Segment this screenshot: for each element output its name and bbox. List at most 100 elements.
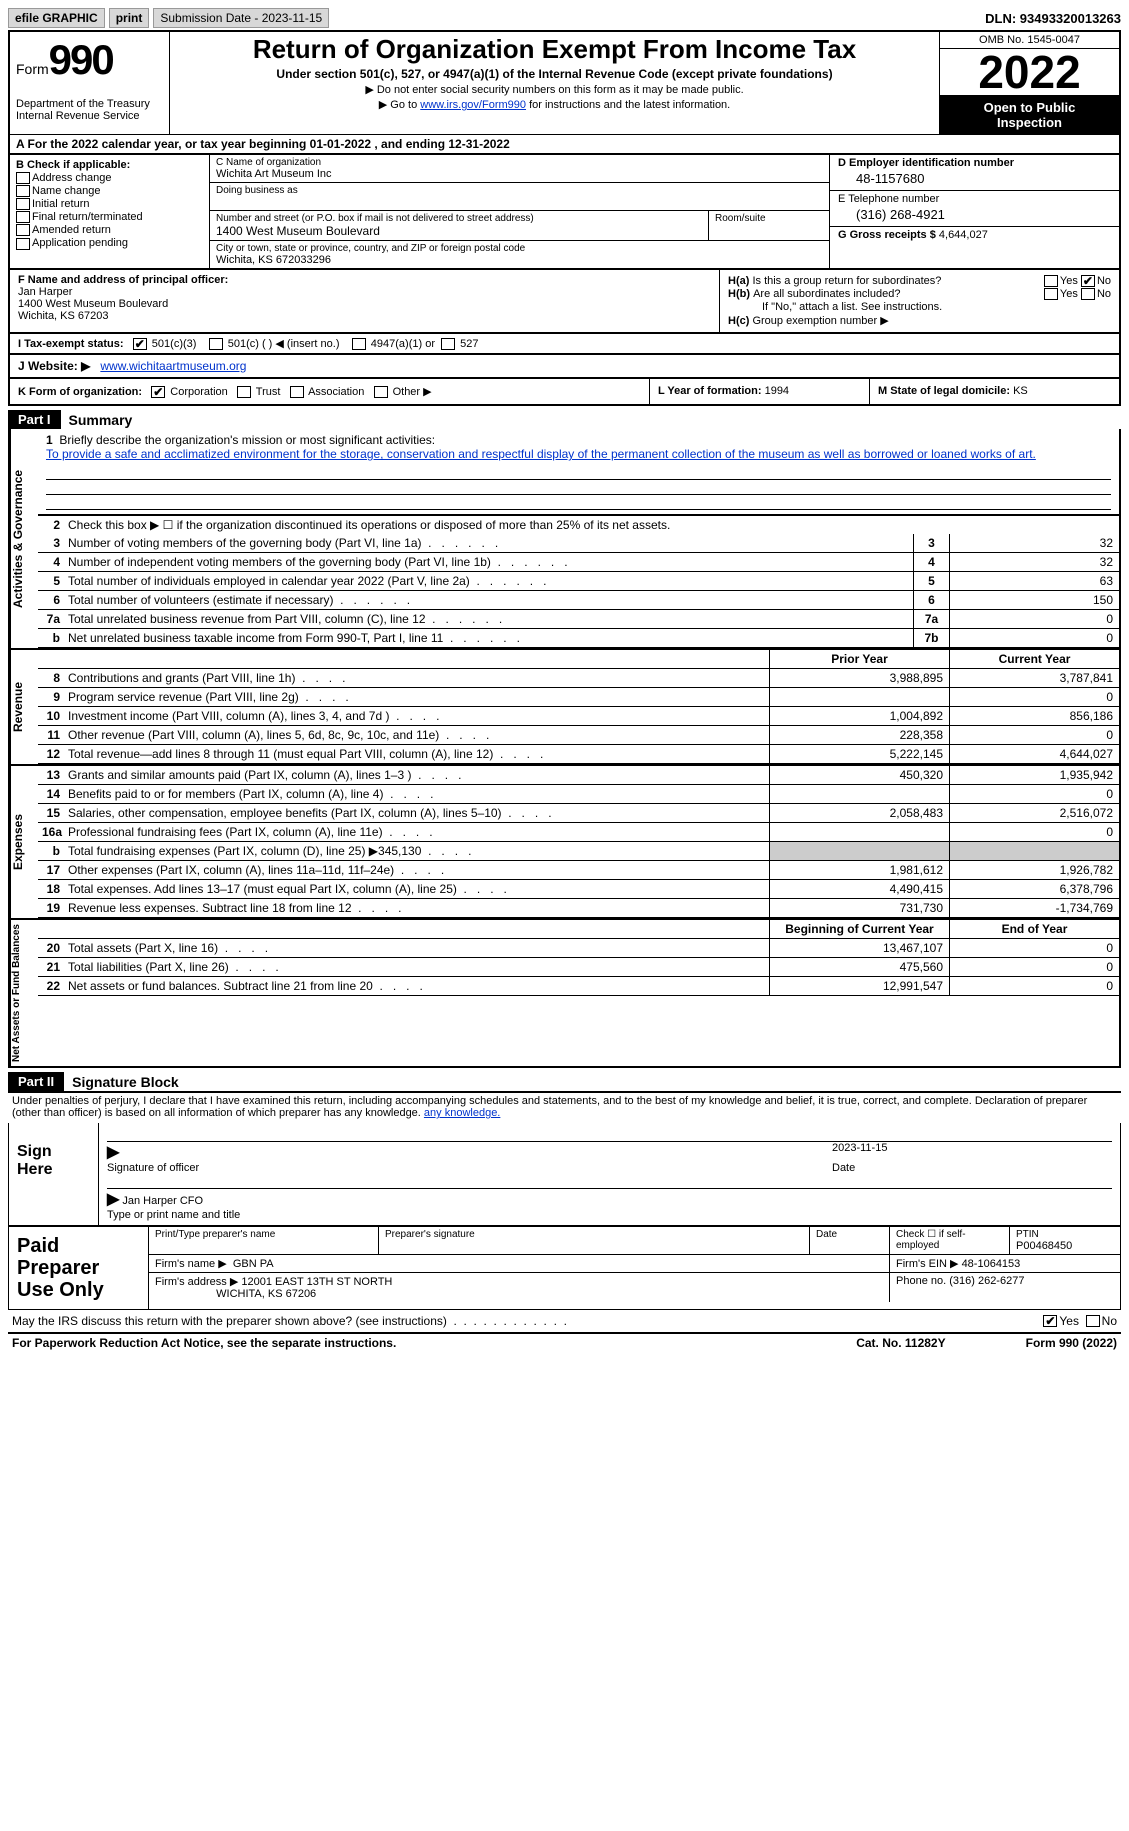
mission-box: 1 Briefly describe the organization's mi… [38, 429, 1119, 516]
row-i: I Tax-exempt status: 501(c)(3) 501(c) ( … [8, 332, 1121, 353]
k-assoc: Association [308, 386, 364, 398]
firm-addr1: 12001 EAST 13TH ST NORTH [241, 1276, 392, 1288]
efile-button[interactable]: efile GRAPHIC [8, 8, 105, 28]
checkbox-icon[interactable] [237, 386, 251, 398]
line-num: 14 [38, 785, 64, 803]
line-text: Total fundraising expenses (Part IX, col… [64, 842, 769, 860]
finance-line: 15 Salaries, other compensation, employe… [38, 804, 1119, 823]
checkbox-checked-icon[interactable] [1081, 275, 1095, 287]
checkbox-icon[interactable] [16, 185, 30, 197]
k-label: K Form of organization: [18, 386, 142, 398]
checkbox-icon[interactable] [16, 198, 30, 210]
finance-line: 8 Contributions and grants (Part VIII, l… [38, 669, 1119, 688]
ha-label: H(a) [728, 275, 749, 287]
mission-num: 1 [46, 433, 53, 447]
checkbox-checked-icon[interactable] [151, 386, 165, 398]
form-note-2: ▶ Go to www.irs.gov/Form990 for instruct… [178, 98, 931, 111]
rev-vlabel: Revenue [10, 650, 38, 764]
prep-selfemp: Check ☐ if self-employed [890, 1227, 1010, 1254]
prior-year-val: 228,358 [769, 726, 949, 744]
type-name-label: Type or print name and title [107, 1209, 1112, 1221]
prep-date-label: Date [816, 1229, 883, 1240]
prior-year-val [769, 823, 949, 841]
print-button[interactable]: print [109, 8, 150, 28]
checkbox-icon[interactable] [209, 338, 223, 350]
d-ein-label: D Employer identification number [838, 157, 1111, 169]
current-year-val: 4,644,027 [949, 745, 1119, 763]
prior-year-val: 12,991,547 [769, 977, 949, 995]
arrow-icon: ▶ [107, 1144, 119, 1161]
officer-name: Jan Harper CFO [122, 1195, 203, 1207]
boy-hdr: Beginning of Current Year [769, 920, 949, 938]
finance-line: 14 Benefits paid to or for members (Part… [38, 785, 1119, 804]
ptin-value: P00468450 [1016, 1240, 1072, 1252]
irs-link[interactable]: www.irs.gov/Form990 [420, 99, 526, 111]
j-website-link[interactable]: www.wichitaartmuseum.org [100, 359, 246, 373]
rev-header: Prior Year Current Year [38, 650, 1119, 669]
checkbox-icon[interactable] [1081, 288, 1095, 300]
c-room-label: Room/suite [709, 211, 829, 240]
no-label: No [1097, 275, 1111, 287]
sig-date-label: Date [832, 1162, 1112, 1174]
c-city-label: City or town, state or province, country… [216, 243, 823, 254]
i-opt-501c3: 501(c)(3) [152, 338, 197, 350]
checkbox-icon[interactable] [1044, 275, 1058, 287]
summary-line: 4 Number of independent voting members o… [38, 553, 1119, 572]
f-addr1: 1400 West Museum Boulevard [18, 298, 711, 310]
current-year-hdr: Current Year [949, 650, 1119, 668]
part-2-tag: Part II [8, 1072, 64, 1091]
finance-line: 20 Total assets (Part X, line 16) . . . … [38, 939, 1119, 958]
line-num: 19 [38, 899, 64, 917]
block-h: H(a) Is this a group return for subordin… [719, 270, 1119, 332]
firm-ein: 48-1064153 [962, 1258, 1021, 1270]
checkbox-icon[interactable] [16, 172, 30, 184]
b-opt-address: Address change [16, 172, 203, 184]
checkbox-icon[interactable] [16, 238, 30, 250]
line-box: 5 [913, 572, 949, 590]
finance-line: 13 Grants and similar amounts paid (Part… [38, 766, 1119, 785]
checkbox-checked-icon[interactable] [1043, 1315, 1057, 1327]
summary-line: 6 Total number of volunteers (estimate i… [38, 591, 1119, 610]
checkbox-icon[interactable] [1044, 288, 1058, 300]
checkbox-icon[interactable] [16, 211, 30, 223]
finance-line: 19 Revenue less expenses. Subtract line … [38, 899, 1119, 918]
mission-text: To provide a safe and acclimatized envir… [46, 447, 1036, 461]
checkbox-icon[interactable] [352, 338, 366, 350]
exp-vlabel: Expenses [10, 766, 38, 918]
line-text: Professional fundraising fees (Part IX, … [64, 823, 769, 841]
hb-label: H(b) [728, 288, 750, 300]
line-text: Grants and similar amounts paid (Part IX… [64, 766, 769, 784]
j-label: J Website: ▶ [18, 359, 90, 373]
checkbox-icon[interactable] [441, 338, 455, 350]
line-val: 0 [949, 629, 1119, 647]
line-num: 20 [38, 939, 64, 957]
c-dba [216, 196, 823, 208]
checkbox-icon[interactable] [1086, 1315, 1100, 1327]
dept-treasury: Department of the Treasury [16, 98, 163, 110]
line-text: Total liabilities (Part X, line 26) . . … [64, 958, 769, 976]
paid-preparer-block: Paid Preparer Use Only Print/Type prepar… [8, 1226, 1121, 1310]
m-label: M State of legal domicile: [878, 385, 1010, 397]
prior-year-val: 3,988,895 [769, 669, 949, 687]
part-1-header: Part I Summary [8, 410, 1121, 429]
checkbox-icon[interactable] [374, 386, 388, 398]
firm-addr-label: Firm's address ▶ [155, 1276, 238, 1288]
checkbox-checked-icon[interactable] [133, 338, 147, 350]
line-num: 8 [38, 669, 64, 687]
g-gross-label: G Gross receipts $ [838, 229, 936, 241]
finance-line: 11 Other revenue (Part VIII, column (A),… [38, 726, 1119, 745]
finance-line: 18 Total expenses. Add lines 13–17 (must… [38, 880, 1119, 899]
e-phone: (316) 268-4921 [838, 205, 1111, 224]
f-label: F Name and address of principal officer: [18, 274, 711, 286]
row-j: J Website: ▶ www.wichitaartmuseum.org [8, 353, 1121, 377]
line-num: 12 [38, 745, 64, 763]
line-text: Program service revenue (Part VIII, line… [64, 688, 769, 706]
line-text: Total expenses. Add lines 13–17 (must eq… [64, 880, 769, 898]
line-text: Total unrelated business revenue from Pa… [64, 610, 913, 628]
e-phone-label: E Telephone number [838, 193, 1111, 205]
checkbox-icon[interactable] [16, 224, 30, 236]
prior-year-val [769, 785, 949, 803]
summary-line: 3 Number of voting members of the govern… [38, 534, 1119, 553]
line-text: Net assets or fund balances. Subtract li… [64, 977, 769, 995]
checkbox-icon[interactable] [290, 386, 304, 398]
